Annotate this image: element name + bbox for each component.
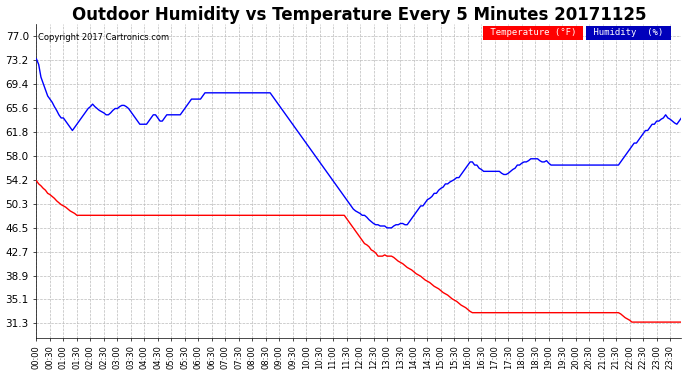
Text: Humidity  (%): Humidity (%) — [588, 28, 669, 38]
Text: Temperature (°F): Temperature (°F) — [484, 28, 582, 38]
Text: Copyright 2017 Cartronics.com: Copyright 2017 Cartronics.com — [38, 33, 169, 42]
Title: Outdoor Humidity vs Temperature Every 5 Minutes 20171125: Outdoor Humidity vs Temperature Every 5 … — [72, 6, 646, 24]
